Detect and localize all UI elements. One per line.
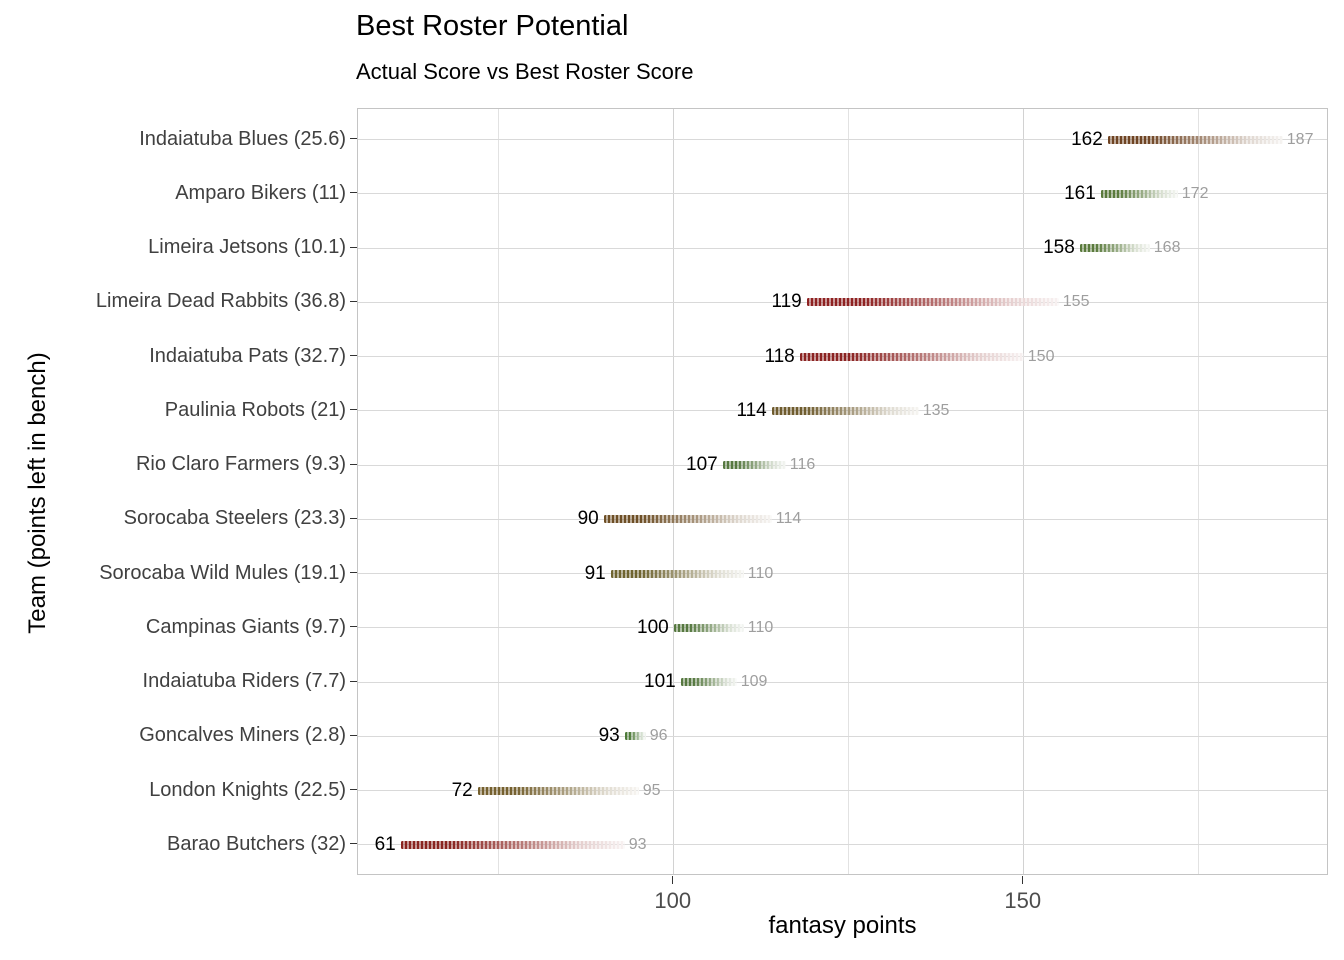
actual-value-label: 158 (1043, 237, 1075, 258)
best-value-label: 172 (1181, 184, 1209, 202)
y-tick-label: Sorocaba Steelers (23.3) (123, 507, 346, 530)
y-tick-label: Indaiatuba Blues (25.6) (139, 127, 346, 150)
y-tick-mark (350, 138, 357, 139)
x-axis-title: fantasy points (768, 912, 917, 939)
y-tick-mark (350, 463, 357, 465)
y-tick-label: Goncalves Miners (2.8) (139, 724, 346, 747)
best-value-label: 150 (1027, 347, 1055, 365)
plot-panel: 162 187 161 172 158 168 119 155 118 150 114 135 107 1… (357, 108, 1328, 875)
dumbbell-segment (799, 352, 1024, 361)
y-tick-label: Indaiatuba Pats (32.7) (149, 344, 346, 367)
dumbbell-segment (673, 623, 744, 632)
actual-value-label: 72 (451, 779, 473, 801)
y-tick-label: Limeira Dead Rabbits (36.8) (95, 290, 346, 313)
y-tick-mark (350, 409, 357, 411)
best-value-label: 168 (1153, 239, 1181, 256)
actual-value-label: 61 (374, 833, 396, 855)
grid-line-x-major (1023, 109, 1025, 874)
y-tick-label: Rio Claro Farmers (9.3) (135, 453, 346, 475)
dumbbell-segment (1100, 189, 1178, 198)
dumbbell-segment (680, 678, 737, 686)
best-value-label: 93 (628, 835, 647, 853)
best-value-label: 155 (1062, 293, 1090, 311)
y-axis-title: Team (points left in bench) (24, 352, 51, 634)
x-tick-label: 150 (1004, 888, 1042, 913)
chart-title: Best Roster Potential (356, 10, 629, 42)
dumbbell-segment (603, 515, 772, 524)
best-value-label: 96 (649, 727, 668, 745)
y-tick-mark (350, 192, 357, 194)
y-tick-mark (350, 517, 357, 519)
grid-line-y (358, 735, 1327, 737)
grid-line-y (358, 464, 1327, 466)
actual-value-label: 93 (598, 725, 620, 747)
grid-line-y (358, 627, 1327, 629)
y-tick-mark (350, 572, 357, 573)
y-tick-mark (350, 734, 357, 736)
actual-value-label: 119 (771, 291, 802, 313)
actual-value-label: 100 (637, 616, 669, 638)
y-tick-mark (350, 246, 357, 248)
grid-line-y (358, 844, 1327, 846)
actual-value-label: 91 (584, 562, 606, 584)
best-value-label: 109 (740, 673, 768, 690)
y-tick-label: Paulinia Robots (21) (164, 398, 346, 421)
grid-line-y (358, 247, 1327, 249)
actual-value-label: 118 (764, 345, 795, 367)
actual-value-label: 101 (644, 671, 676, 692)
actual-value-label: 161 (1064, 182, 1096, 204)
dumbbell-segment (1079, 244, 1150, 252)
grid-line-y (358, 139, 1327, 140)
x-tick-label: 100 (654, 888, 692, 913)
actual-value-label: 90 (577, 508, 599, 530)
grid-line-x-minor (1198, 109, 1200, 874)
dumbbell-segment (624, 732, 646, 741)
y-tick-mark (350, 355, 357, 356)
y-tick-mark (350, 680, 357, 682)
y-tick-mark (350, 300, 357, 302)
dumbbell-segment (477, 786, 639, 795)
best-value-label: 114 (775, 510, 802, 528)
grid-line-y (358, 573, 1327, 574)
dumbbell-segment (610, 569, 744, 578)
chart-subtitle: Actual Score vs Best Roster Score (356, 59, 694, 84)
grid-line-x-minor (848, 109, 850, 874)
dumbbell-segment (806, 298, 1059, 307)
best-value-label: 116 (789, 456, 816, 473)
y-tick-label: London Knights (22.5) (149, 778, 346, 801)
grid-line-y (358, 193, 1327, 195)
grid-line-y (358, 518, 1327, 520)
grid-line-x-major (673, 109, 675, 874)
y-tick-mark (350, 789, 357, 790)
y-tick-label: Sorocaba Wild Mules (19.1) (99, 561, 346, 584)
y-tick-label: Campinas Giants (9.7) (145, 615, 346, 638)
y-tick-mark (350, 843, 357, 845)
dumbbell-segment (722, 461, 786, 469)
x-tick-mark (672, 876, 674, 884)
y-tick-label: Indaiatuba Riders (7.7) (142, 670, 346, 692)
grid-line-x-minor (498, 109, 500, 874)
x-tick-mark (1022, 876, 1024, 884)
y-tick-mark (350, 626, 357, 628)
dumbbell-segment (1107, 135, 1283, 144)
y-tick-label: Barao Butchers (32) (167, 832, 346, 855)
y-tick-label: Limeira Jetsons (10.1) (148, 236, 346, 258)
dumbbell-segment (771, 406, 919, 415)
best-value-label: 110 (747, 564, 774, 582)
grid-line-y (358, 790, 1327, 791)
actual-value-label: 114 (736, 399, 767, 421)
dumbbell-segment (400, 840, 625, 849)
best-value-label: 95 (642, 781, 661, 799)
actual-value-label: 107 (686, 454, 718, 475)
best-value-label: 135 (922, 401, 950, 419)
best-value-label: 110 (747, 618, 774, 636)
best-value-label: 187 (1286, 130, 1314, 148)
y-tick-label: Amparo Bikers (11) (175, 181, 346, 204)
grid-line-y (358, 681, 1327, 683)
actual-value-label: 162 (1071, 128, 1103, 150)
